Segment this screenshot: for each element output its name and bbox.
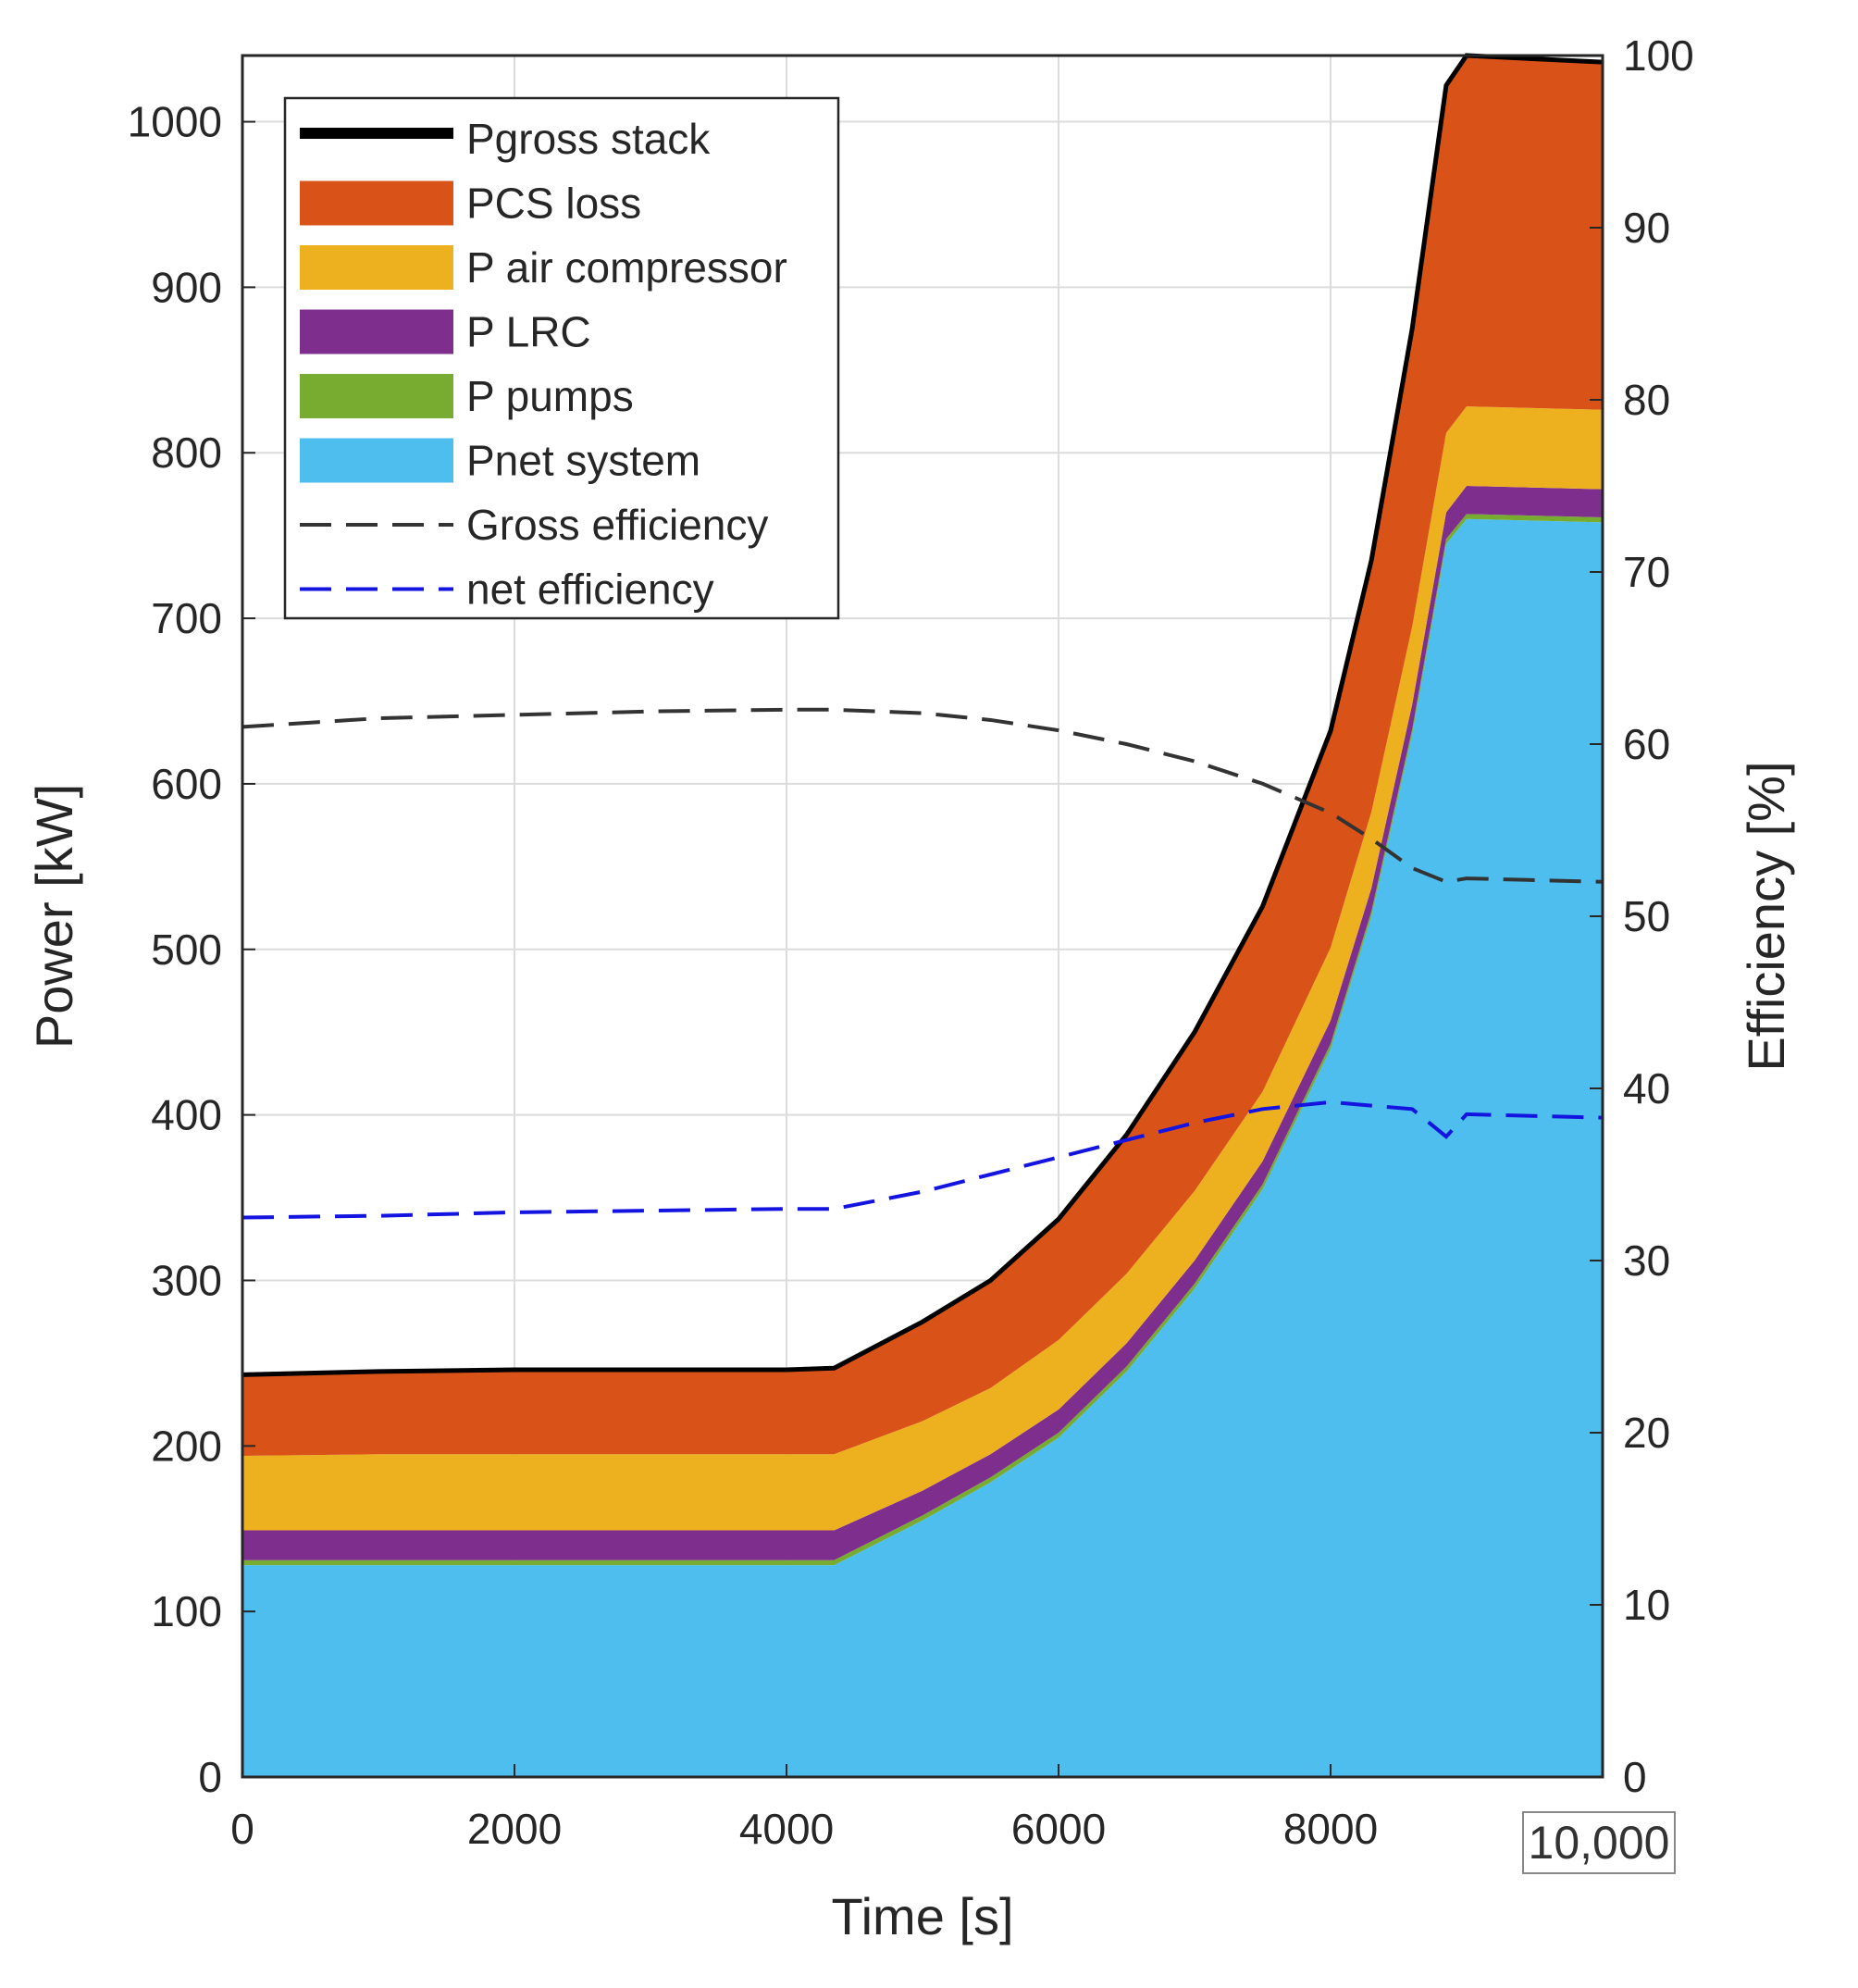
y-tick-label: 0 xyxy=(198,1753,222,1801)
y-tick-label: 300 xyxy=(151,1256,222,1304)
legend-swatch-p-lrc xyxy=(300,309,453,354)
x-axis-ticks: 0 2000 4000 6000 8000 xyxy=(230,1764,1378,1853)
y2-tick-label: 80 xyxy=(1623,376,1670,424)
area-p-lrc xyxy=(242,486,1603,1560)
series-lines xyxy=(242,53,1604,1377)
y2-tick-label: 10 xyxy=(1623,1581,1670,1629)
legend-swatch-p-pumps xyxy=(300,374,453,418)
legend-label-p-lrc: P LRC xyxy=(466,308,591,356)
y-tick-label: 400 xyxy=(151,1091,222,1139)
x-tick-label: 4000 xyxy=(739,1805,834,1853)
y-tick-label: 500 xyxy=(151,926,222,974)
area-pnet-system xyxy=(242,518,1603,1777)
y2-tick-label: 90 xyxy=(1623,204,1670,252)
line-net-efficiency xyxy=(242,1100,1604,1220)
x-tick-label: 8000 xyxy=(1283,1805,1378,1853)
x-tick-last-label: 10,000 xyxy=(1529,1817,1670,1869)
x-tick-label: 6000 xyxy=(1011,1805,1106,1853)
y2-tick-label: 40 xyxy=(1623,1064,1670,1112)
legend-label-pgross-stack: Pgross stack xyxy=(466,115,711,163)
line-pgross-stack xyxy=(242,53,1604,1377)
y2-axis-ticks: 0 10 20 30 40 50 60 70 80 90 100 xyxy=(1590,31,1694,1801)
y-tick-label: 800 xyxy=(151,429,222,477)
legend-label-p-pumps: P pumps xyxy=(466,372,634,420)
legend-label-pnet-system: Pnet system xyxy=(466,437,700,485)
y2-tick-label: 30 xyxy=(1623,1236,1670,1285)
x-tick-last-box xyxy=(1522,1811,1676,1874)
y2-tick-label: 70 xyxy=(1623,548,1670,596)
line-gross-efficiency xyxy=(242,707,1604,884)
y-axis-title: Power [kW] xyxy=(25,784,83,1049)
legend-label-pcs-loss: PCS loss xyxy=(466,180,641,228)
y2-tick-label: 50 xyxy=(1623,892,1670,940)
x-tick-label: 2000 xyxy=(467,1805,562,1853)
y2-tick-label: 100 xyxy=(1623,31,1694,80)
legend: Pgross stack PCS loss P air compressor P LR… xyxy=(283,96,840,620)
legend-label-p-air-compressor: P air compressor xyxy=(466,243,787,292)
area-p-air-compressor xyxy=(242,406,1603,1531)
legend-swatch-pcs-loss xyxy=(300,180,453,226)
y-tick-label: 700 xyxy=(151,594,222,642)
y-tick-label: 600 xyxy=(151,760,222,808)
legend-swatch-p-air-compressor xyxy=(300,245,453,290)
x-axis-title: Time [s] xyxy=(831,1887,1013,1945)
x-tick-last-group: 10,000 xyxy=(1522,1811,1676,1874)
y2-tick-label: 0 xyxy=(1623,1753,1647,1801)
legend-label-gross-efficiency: Gross efficiency xyxy=(466,501,768,549)
area-pcs-loss xyxy=(242,56,1603,1457)
y2-tick-label: 60 xyxy=(1623,720,1670,768)
y-tick-label: 900 xyxy=(151,263,222,311)
y-tick-label: 100 xyxy=(151,1587,222,1635)
stacked-areas xyxy=(242,56,1603,1777)
y-tick-label: 200 xyxy=(151,1422,222,1470)
legend-swatch-pnet-system xyxy=(300,438,453,483)
y-tick-label: 1000 xyxy=(128,98,222,146)
y2-tick-label: 20 xyxy=(1623,1409,1670,1457)
legend-label-net-efficiency: net efficiency xyxy=(466,565,714,614)
y-axis-ticks: 0 100 200 300 400 500 600 700 800 900 1000 xyxy=(128,98,255,1801)
x-tick-label: 0 xyxy=(230,1805,254,1853)
y2-axis-title: Efficiency [%] xyxy=(1737,761,1795,1071)
